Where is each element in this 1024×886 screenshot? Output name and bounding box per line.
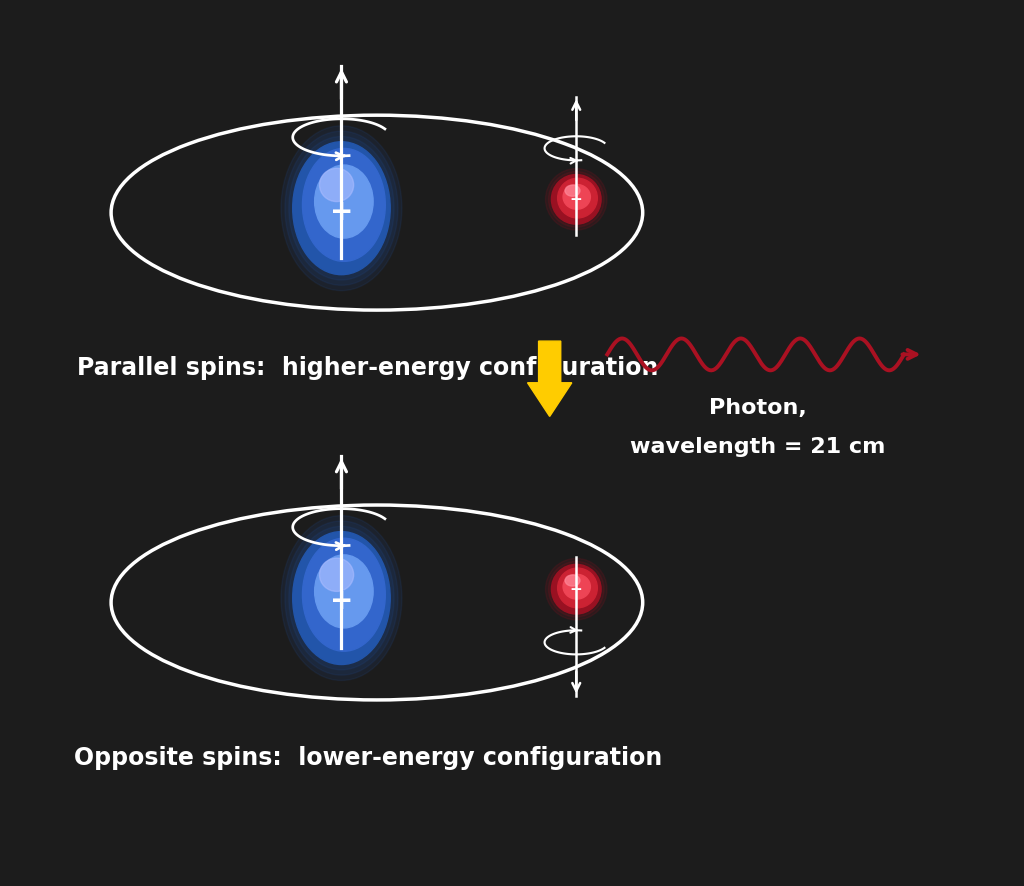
Text: −: − bbox=[570, 192, 583, 206]
FancyArrow shape bbox=[527, 341, 571, 416]
Ellipse shape bbox=[552, 175, 601, 224]
Ellipse shape bbox=[549, 562, 604, 617]
Ellipse shape bbox=[565, 185, 580, 197]
Ellipse shape bbox=[289, 526, 394, 670]
Text: +: + bbox=[330, 587, 353, 616]
Text: Photon,: Photon, bbox=[709, 398, 807, 417]
Ellipse shape bbox=[302, 148, 385, 261]
Ellipse shape bbox=[563, 574, 591, 599]
Ellipse shape bbox=[302, 539, 385, 651]
Ellipse shape bbox=[289, 136, 394, 280]
Ellipse shape bbox=[319, 168, 353, 202]
Ellipse shape bbox=[552, 564, 601, 614]
Ellipse shape bbox=[314, 165, 373, 238]
Ellipse shape bbox=[293, 532, 390, 664]
Ellipse shape bbox=[565, 575, 580, 587]
Ellipse shape bbox=[293, 142, 390, 275]
Ellipse shape bbox=[558, 178, 597, 218]
Ellipse shape bbox=[281, 516, 401, 680]
Ellipse shape bbox=[546, 558, 607, 620]
Ellipse shape bbox=[285, 521, 398, 675]
Ellipse shape bbox=[293, 532, 390, 664]
Ellipse shape bbox=[546, 168, 607, 230]
Ellipse shape bbox=[563, 184, 591, 209]
Text: Opposite spins:  lower-energy configuration: Opposite spins: lower-energy configurati… bbox=[74, 745, 663, 770]
Text: wavelength = 21 cm: wavelength = 21 cm bbox=[630, 438, 886, 457]
Ellipse shape bbox=[314, 555, 373, 628]
Ellipse shape bbox=[558, 568, 597, 608]
Text: Parallel spins:  higher-energy configuration: Parallel spins: higher-energy configurat… bbox=[78, 355, 658, 380]
Ellipse shape bbox=[293, 142, 390, 275]
Ellipse shape bbox=[549, 172, 604, 227]
Ellipse shape bbox=[319, 558, 353, 592]
Text: +: + bbox=[330, 198, 353, 226]
Ellipse shape bbox=[285, 131, 398, 285]
Ellipse shape bbox=[552, 564, 601, 614]
Text: −: − bbox=[570, 582, 583, 596]
Ellipse shape bbox=[552, 175, 601, 224]
Ellipse shape bbox=[281, 126, 401, 291]
